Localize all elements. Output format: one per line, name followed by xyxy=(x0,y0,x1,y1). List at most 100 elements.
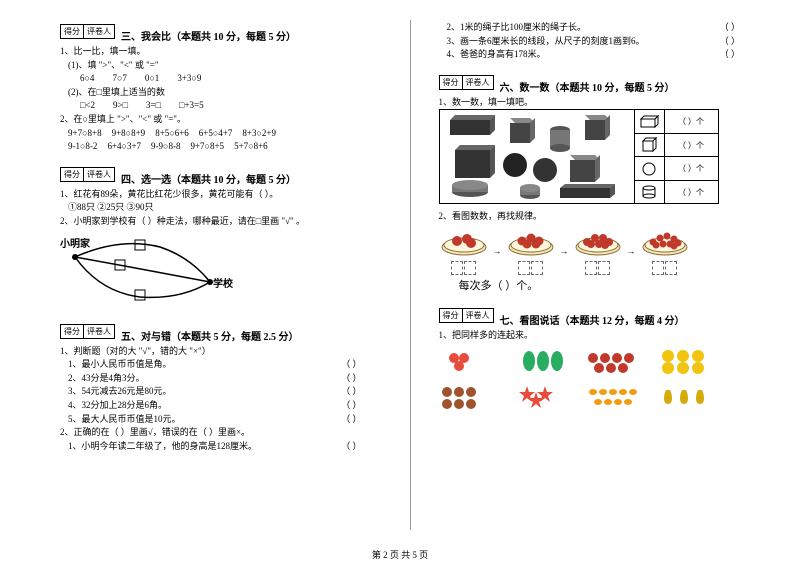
shapes-pile xyxy=(440,110,635,203)
item: 8+3○2+9 xyxy=(242,127,276,140)
q5-2: 2、正确的在（ ）里画√，错误的在（ ）里画×。 xyxy=(60,426,382,439)
q3-1b-items: □<2 9>□ 3=□ □+3=5 xyxy=(60,99,382,112)
q5-1-1: 1、最小人民币币值是角。（ ） xyxy=(60,358,382,371)
q5r-2: 2、1米的绳子比100厘米的绳子长。（ ） xyxy=(439,21,761,34)
school-label: 学校 xyxy=(213,277,234,290)
q4-2: 2、小明家到学校有（ ）种走法，哪种最近，请在□里画 "√" 。 xyxy=(60,215,382,228)
score-box: 得分 评卷人 xyxy=(60,24,115,39)
arrow-icon: → xyxy=(627,246,636,256)
q3-1b: (2)、在□里填上适当的数 xyxy=(60,86,382,99)
grader-label: 评卷人 xyxy=(84,25,114,38)
item: □+3=5 xyxy=(179,99,204,112)
score-label: 得分 xyxy=(440,76,463,89)
cube-icon xyxy=(635,134,665,157)
score-box: 得分 评卷人 xyxy=(439,308,494,323)
q5-1-4: 4、32分加上28分是6角。（ ） xyxy=(60,399,382,412)
item: 9>□ xyxy=(113,99,128,112)
table-row: （ ）个 xyxy=(635,157,718,181)
arrow-icon: → xyxy=(560,246,569,256)
bowl-unit xyxy=(506,227,556,275)
score-box: 得分 评卷人 xyxy=(60,324,115,339)
bowl-unit xyxy=(439,227,489,275)
q5-1-5: 5、最大人民币币值是10元。（ ） xyxy=(60,413,382,426)
flowers-icon xyxy=(439,346,500,376)
stars-icon xyxy=(512,382,573,412)
item: 3+3○9 xyxy=(177,72,201,85)
q3-1: 1、比一比，填一填。 xyxy=(60,45,382,58)
grader-label: 评卷人 xyxy=(463,76,493,89)
bowls-diagram: → → → xyxy=(439,227,761,275)
q5-1: 1、判断题（对的大 "√"，错的大 "×"） xyxy=(60,345,382,358)
score-label: 得分 xyxy=(61,325,84,338)
count-cell: （ ）个 xyxy=(665,140,718,151)
leaves-icon xyxy=(512,346,573,376)
chicks-icon xyxy=(585,382,646,412)
section-6-title: 六、数一数（本题共 10 分，每题 5 分） xyxy=(500,79,675,94)
item: 9-9○8-8 xyxy=(151,140,180,153)
grader-label: 评卷人 xyxy=(84,168,114,181)
q3-1a-items: 6○4 7○7 0○1 3+3○9 xyxy=(60,72,382,85)
table-row: （ ）个 xyxy=(635,181,718,204)
score-box: 得分 评卷人 xyxy=(60,167,115,182)
page-footer: 第 2 页 共 5 页 xyxy=(0,548,800,561)
section-4-header: 得分 评卷人 四、选一选（本题共 10 分，每题 5 分） xyxy=(60,163,382,186)
grader-label: 评卷人 xyxy=(463,309,493,322)
q3-2: 2、在○里填上 ">"、"<" 或 "="。 xyxy=(60,113,382,126)
table-row: （ ）个 xyxy=(635,110,718,134)
item: 0○1 xyxy=(145,72,159,85)
home-label: 小明家 xyxy=(60,237,91,250)
item: 9+8○8+9 xyxy=(112,127,146,140)
bears-icon xyxy=(439,382,500,412)
q7-1: 1、把同样多的连起来。 xyxy=(439,329,761,342)
column-divider xyxy=(410,20,411,530)
right-column: 2、1米的绳子比100厘米的绳子长。（ ） 3、画一条6厘米长的线段，从尺子的刻… xyxy=(439,20,761,530)
q6-2: 2、看图数数，再找规律。 xyxy=(439,210,761,223)
section-5-header: 得分 评卷人 五、对与错（本题共 5 分，每题 2.5 分） xyxy=(60,320,382,343)
q3-2-row2: 9-1○8-2 6+4○3+7 9-9○8-8 9+7○8+5 5+7○8+6 xyxy=(60,140,382,153)
count-cell: （ ）个 xyxy=(665,116,718,127)
item: 3=□ xyxy=(146,99,161,112)
grader-label: 评卷人 xyxy=(84,325,114,338)
count-cell: （ ）个 xyxy=(665,187,718,198)
q5r-4: 4、爸爸的身高有178米。（ ） xyxy=(439,48,761,61)
section-3-title: 三、我会比（本题共 10 分，每题 5 分） xyxy=(121,28,296,43)
item: 9+7○8+5 xyxy=(190,140,224,153)
score-box: 得分 评卷人 xyxy=(439,75,494,90)
score-label: 得分 xyxy=(440,309,463,322)
q5-2-1: 1、小明今年读二年级了，他的身高是128厘米。（ ） xyxy=(60,440,382,453)
path-diagram: 小明家 学校 xyxy=(60,232,382,314)
section-3-header: 得分 评卷人 三、我会比（本题共 10 分，每题 5 分） xyxy=(60,20,382,43)
count-cell: （ ）个 xyxy=(665,163,718,174)
section-7-header: 得分 评卷人 七、看图说话（本题共 12 分，每题 4 分） xyxy=(439,304,761,327)
bowl-icon xyxy=(439,227,489,259)
score-label: 得分 xyxy=(61,168,84,181)
cylinder-icon xyxy=(635,181,665,204)
q5-1-2: 2、43分是4角3分。（ ） xyxy=(60,372,382,385)
q4-1: 1、红花有89朵，黄花比红花少很多，黄花可能有（ ）。 xyxy=(60,188,382,201)
apples-icon xyxy=(585,346,646,376)
q5r-3: 3、画一条6厘米长的线段，从尺子的刻度1画到6。（ ） xyxy=(439,35,761,48)
arrow-icon: → xyxy=(493,246,502,256)
section-6-header: 得分 评卷人 六、数一数（本题共 10 分，每题 5 分） xyxy=(439,71,761,94)
section-4-title: 四、选一选（本题共 10 分，每题 5 分） xyxy=(121,171,296,186)
item: □<2 xyxy=(80,99,95,112)
item: 9+7○8+8 xyxy=(68,127,102,140)
q3-1a: (1)、填 ">"、"<" 或 "=" xyxy=(60,59,382,72)
score-label: 得分 xyxy=(61,25,84,38)
item: 6+4○3+7 xyxy=(107,140,141,153)
item: 9-1○8-2 xyxy=(68,140,97,153)
section-7-title: 七、看图说话（本题共 12 分，每题 4 分） xyxy=(500,312,685,327)
faces-icon xyxy=(658,346,719,376)
q6-rule: 每次多（ ）个。 xyxy=(439,279,761,294)
bowl-unit xyxy=(573,227,623,275)
item: 7○7 xyxy=(112,72,126,85)
table-row: （ ）个 xyxy=(635,134,718,158)
sphere-icon xyxy=(635,157,665,180)
item: 5+7○8+6 xyxy=(234,140,268,153)
shapes-diagram: （ ）个 （ ）个 （ ）个 （ ）个 xyxy=(439,109,719,204)
section-5-title: 五、对与错（本题共 5 分，每题 2.5 分） xyxy=(121,328,299,343)
q3-2-row1: 9+7○8+8 9+8○8+9 8+5○6+6 6+5○4+7 8+3○2+9 xyxy=(60,127,382,140)
item: 8+5○6+6 xyxy=(155,127,189,140)
q6-1: 1、数一数，填一填吧。 xyxy=(439,96,761,109)
cuboid-icon xyxy=(635,110,665,133)
